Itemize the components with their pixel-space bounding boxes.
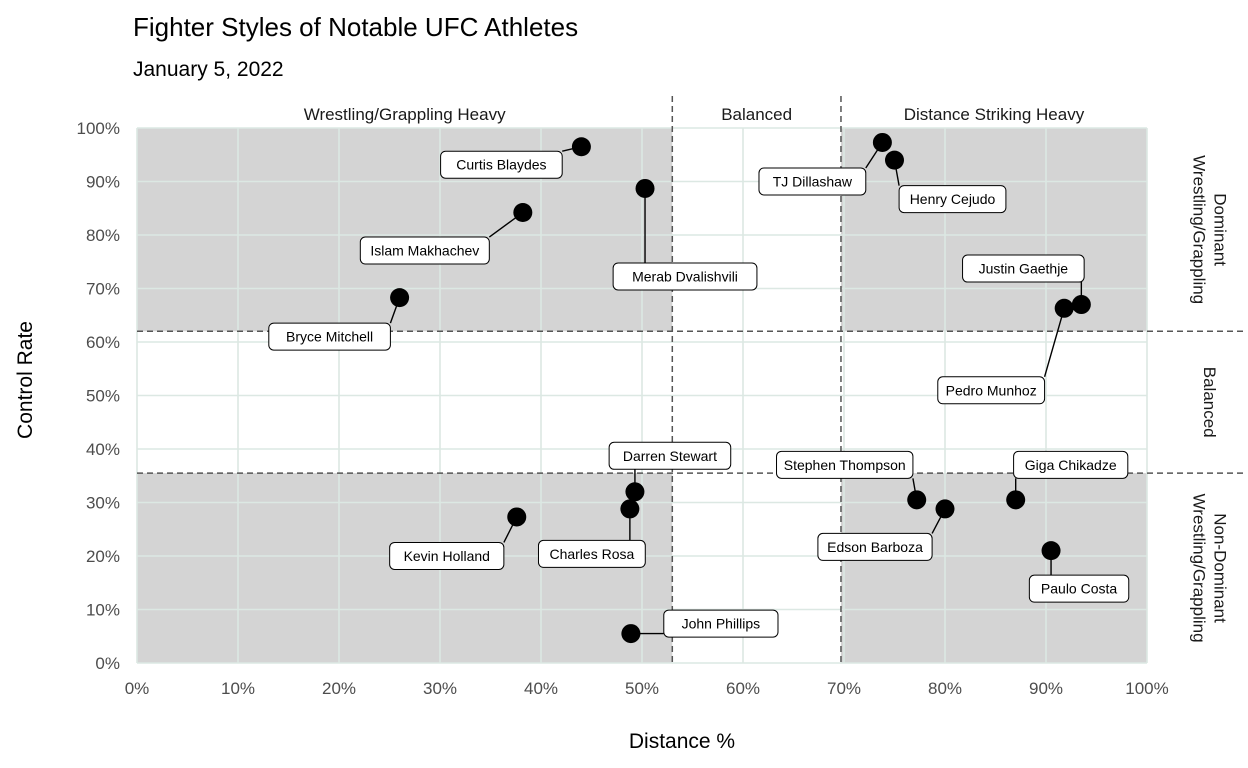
y-tick-label: 60% [86,333,120,352]
facet-strips: Wrestling/Grappling Heavy Balanced Distanc… [304,105,1230,643]
row-header: Balanced [1200,367,1219,438]
data-point [1054,298,1074,318]
row-header: Wrestling/Grappling [1190,494,1209,643]
point-label-box [359,236,490,265]
point-label: Henry Cejudo [910,191,996,207]
x-tick-label: 0% [125,679,150,698]
x-tick-label: 90% [1029,679,1063,698]
y-tick-label: 50% [86,387,120,406]
point-label-box [440,150,563,179]
point-label-box [758,167,867,196]
point-label-box [776,450,914,479]
x-tick-label: 100% [1125,679,1168,698]
point-label: Pedro Munhoz [946,382,1037,398]
point-label: TJ Dillashaw [773,173,853,189]
shaded-quadrant [840,473,1147,663]
point-label: Curtis Blaydes [456,157,546,173]
y-tick-label: 80% [86,226,120,245]
data-point [635,178,655,198]
column-header: Wrestling/Grappling Heavy [304,105,506,124]
point-label: Merab Dvalishvili [632,268,738,284]
y-axis-title: Control Rate [14,321,37,439]
data-point [571,137,591,157]
y-tick-label: 30% [86,494,120,513]
row-header: Non-Dominant [1211,513,1230,623]
x-axis-title: Distance % [629,730,735,753]
y-tick-label: 100% [77,119,120,138]
y-tick-label: 20% [86,547,120,566]
points [390,132,1091,644]
point-label-box [612,262,758,291]
point-label: Islam Makhachev [370,243,479,259]
point-label-box [937,376,1046,405]
y-axis-ticks: 0% 10% 20% 30% 40% 50% 60% 70% 80% 90% 100% [77,119,120,673]
point-label: John Phillips [682,616,761,632]
data-point [1041,541,1061,561]
data-point [885,150,904,170]
point-label-box [537,539,646,568]
x-tick-label: 40% [524,679,558,698]
data-point [390,288,410,308]
x-axis-ticks: 0% 10% 20% 30% 40% 50% 60% 70% 80% 90% 100% [125,679,1169,698]
data-point [625,482,645,502]
point-label-box [962,254,1085,283]
point-label: Stephen Thompson [784,457,906,473]
x-tick-label: 10% [221,679,255,698]
data-point [935,499,955,519]
y-tick-label: 0% [95,654,120,673]
data-point [872,132,892,152]
chart-subtitle: January 5, 2022 [133,58,284,81]
plot-area: Curtis Blaydes Merab Dvalishvili Islam Mak… [136,96,1243,664]
data-point [907,490,927,510]
y-tick-label: 90% [86,173,120,192]
data-point [1071,295,1091,315]
label-leader-line [1043,308,1065,377]
data-point [1006,490,1026,510]
chart-title: Fighter Styles of Notable UFC Athletes [133,12,578,42]
point-label-box [817,532,933,561]
column-header: Distance Striking Heavy [904,105,1085,124]
row-header: Wrestling/Grappling [1190,155,1209,304]
y-tick-label: 70% [86,280,120,299]
point-label-box [608,441,732,470]
data-point [620,499,640,519]
x-tick-label: 70% [827,679,861,698]
point-label: Bryce Mitchell [286,329,373,345]
point-label-box [389,541,505,570]
y-tick-label: 10% [86,601,120,620]
point-label-box [663,609,779,638]
column-header: Balanced [721,105,792,124]
x-tick-label: 60% [726,679,760,698]
x-tick-label: 20% [322,679,356,698]
row-header: Dominant [1211,193,1230,266]
point-label: Justin Gaethje [979,261,1069,277]
point-label: Giga Chikadze [1025,457,1117,473]
point-label-box [268,322,391,351]
point-label-box [1028,574,1130,603]
x-tick-label: 50% [625,679,659,698]
x-tick-label: 80% [928,679,962,698]
point-label-box [1013,450,1129,479]
data-point [507,507,527,527]
point-label: Edson Barboza [827,539,923,555]
data-point [621,624,641,644]
y-tick-label: 40% [86,440,120,459]
point-labels: Curtis Blaydes Merab Dvalishvili Islam Mak… [268,142,1130,638]
point-label: Charles Rosa [549,546,634,562]
x-tick-label: 30% [423,679,457,698]
point-label: Paulo Costa [1041,581,1117,597]
point-label: Darren Stewart [623,448,717,464]
data-point [513,203,533,223]
point-label: Kevin Holland [404,548,490,564]
point-label-box [898,185,1007,214]
